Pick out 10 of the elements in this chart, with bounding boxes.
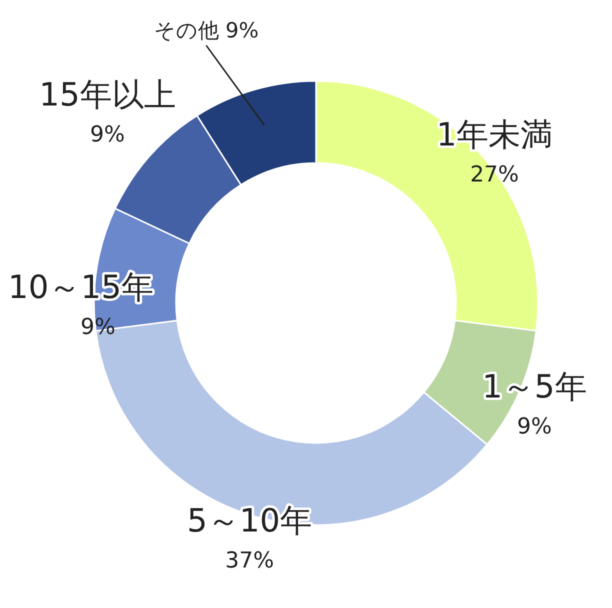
data-label: 37%: [225, 548, 274, 574]
slice-label: その他 9%: [154, 18, 259, 42]
slice-label: 5～10年: [187, 502, 312, 540]
data-label: 9%: [80, 315, 116, 340]
slice-label: 1年未満: [436, 116, 553, 154]
slice-label: 1～5年: [482, 368, 587, 406]
data-label: 9%: [516, 414, 552, 440]
data-label: 27%: [470, 162, 519, 188]
data-label: 9%: [90, 122, 125, 148]
slice-label: 15年以上: [39, 76, 176, 114]
